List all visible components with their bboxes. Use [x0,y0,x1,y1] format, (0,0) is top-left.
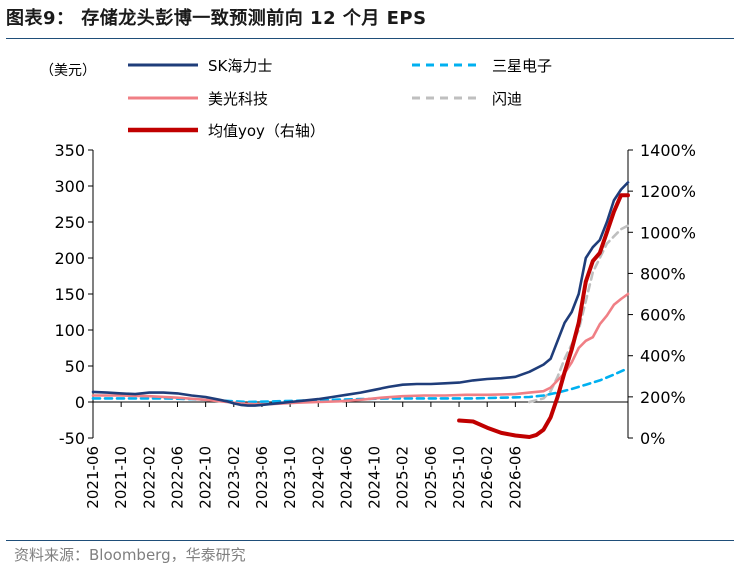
x-tick-label: 2026-06 [506,446,524,509]
series-line-2 [91,292,630,406]
left-tick-label: 200 [54,249,85,268]
x-tick-label: 2024-10 [366,446,384,509]
x-tick-label: 2022-06 [168,446,186,509]
left-tick-label: -50 [59,429,85,448]
x-tick-label: 2026-02 [478,446,496,509]
axes: 350 300 250 200 150 100 50 0 -50 1400% 1200% 1000% 8… [54,141,695,509]
series-line-3 [528,224,630,404]
x-tick-label: 2023-06 [253,446,271,509]
x-tick-label: 2023-10 [281,446,299,509]
left-tick-label: 300 [54,177,85,196]
x-tick-label: 2024-02 [309,446,327,509]
left-tick-label: 100 [54,321,85,340]
series-line-4 [457,193,630,439]
legend-label-3: 闪迪 [492,90,522,108]
legend-label-2: 美光科技 [208,90,268,108]
right-tick-label: 0% [640,429,665,448]
chart-title: 图表9： 存储龙头彭博一致预测前向 12 个月 EPS [6,8,427,29]
x-tick-label: 2022-02 [140,446,158,509]
left-tick-label: 350 [54,141,85,160]
x-tick-label: 2021-06 [84,446,102,509]
right-tick-label: 1400% [640,141,696,160]
right-tick-label: 200% [640,388,686,407]
legend-label-0: SK海力士 [208,57,272,75]
x-tick-label: 2024-06 [337,446,355,509]
x-tick-label: 2023-02 [225,446,243,509]
right-tick-label: 600% [640,306,686,325]
right-tick-label: 1000% [640,223,696,242]
series-line-0 [91,181,630,407]
right-tick-label: 400% [640,347,686,366]
left-tick-label: 0 [75,393,85,412]
left-tick-label: 150 [54,285,85,304]
left-tick-label: 50 [65,357,85,376]
left-tick-label: 250 [54,213,85,232]
unit-label: （美元） [40,63,96,79]
x-tick-label: 2022-10 [197,446,215,509]
source-note: 资料来源：Bloomberg，华泰研究 [14,546,246,564]
right-tick-label: 800% [640,264,686,283]
x-tick-label: 2025-02 [394,446,412,509]
x-tick-label: 2021-10 [112,446,130,509]
series-line-1 [91,366,630,404]
title-rule [6,38,734,39]
x-tick-label: 2025-10 [450,446,468,509]
legend-label-1: 三星电子 [492,57,552,75]
series-layer [91,181,630,439]
source-rule [6,540,734,541]
x-tick-label: 2025-06 [422,446,440,509]
right-tick-label: 1200% [640,182,696,201]
legend-label-4: 均值yoy（右轴） [208,122,325,140]
